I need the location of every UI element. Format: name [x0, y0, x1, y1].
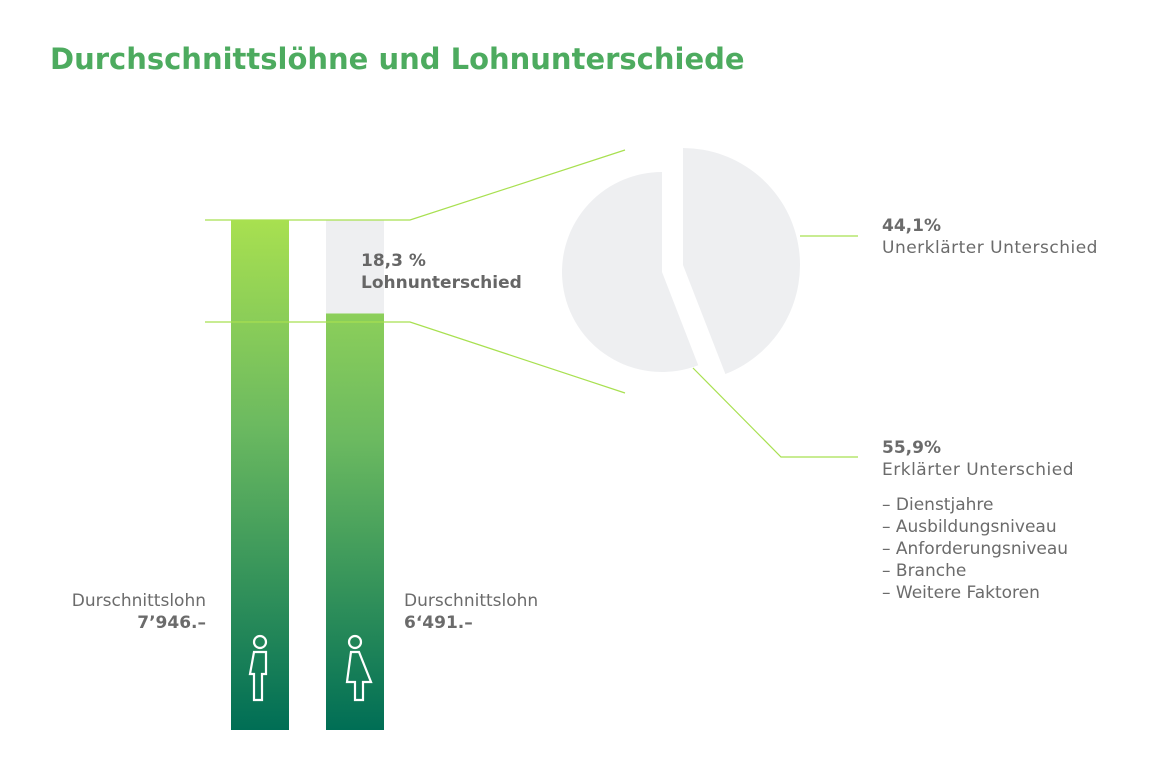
- factor-item: – Branche: [882, 561, 967, 581]
- bar-women: [326, 313, 384, 730]
- men-label: Durschnittslohn 7’946.–: [72, 590, 206, 634]
- explained-value: 55,9%: [882, 438, 941, 458]
- factor-item: – Ausbildungsniveau: [882, 517, 1057, 537]
- leader-line-explained: [692, 367, 858, 458]
- connector-line-top: [205, 149, 626, 221]
- women-value: 6‘491.–: [404, 613, 473, 633]
- gap-value: 18,3 %: [361, 251, 426, 271]
- bar-men: [231, 220, 289, 730]
- man-icon: [248, 634, 268, 702]
- men-value: 7’946.–: [137, 613, 206, 633]
- unexplained-text: Unerklärter Unterschied: [882, 238, 1098, 258]
- pie-slice-explained: [562, 172, 699, 372]
- factor-item: – Dienstjahre: [882, 495, 994, 515]
- explained-label: 55,9% Erklärter Unterschied – Dienstjahr…: [882, 437, 1074, 604]
- unexplained-value: 44,1%: [882, 216, 941, 236]
- factor-item: – Weitere Faktoren: [882, 583, 1040, 603]
- gap-text: Lohnunterschied: [361, 273, 522, 293]
- women-caption: Durschnittslohn: [404, 591, 539, 611]
- factor-item: – Anforderungsniveau: [882, 539, 1069, 559]
- bar-gap: [326, 220, 384, 314]
- chart-title: Durchschnittslöhne und Lohnunterschiede: [50, 42, 745, 76]
- connector-line-bottom: [205, 321, 626, 394]
- explained-text: Erklärter Unterschied: [882, 460, 1075, 480]
- women-label: Durschnittslohn 6‘491.–: [404, 590, 538, 634]
- factor-list: – Dienstjahre – Ausbildungsniveau – Anfo…: [882, 494, 1074, 604]
- woman-icon: [345, 634, 373, 702]
- men-caption: Durschnittslohn: [71, 591, 206, 611]
- unexplained-label: 44,1% Unerklärter Unterschied: [882, 215, 1098, 259]
- gap-label: 18,3 % Lohnunterschied: [361, 250, 522, 294]
- pie-slice-unexplained: [683, 148, 800, 375]
